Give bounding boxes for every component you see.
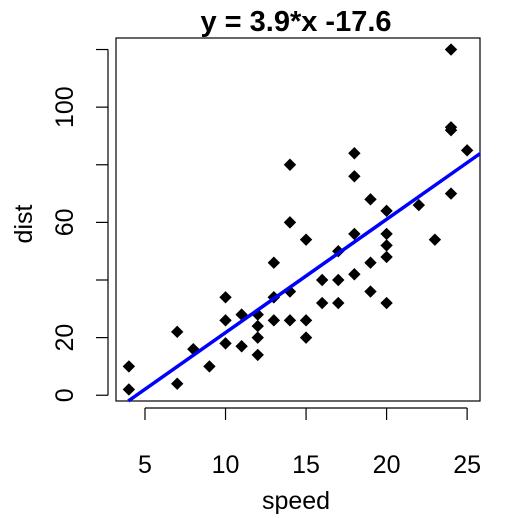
- data-point: [348, 147, 361, 160]
- y-tick-label: 60: [51, 208, 79, 236]
- data-point: [171, 377, 184, 390]
- data-point: [299, 331, 313, 344]
- data-point: [251, 348, 264, 362]
- data-point: [380, 204, 393, 218]
- data-point: [380, 239, 393, 252]
- data-point: [122, 383, 136, 396]
- data-point: [283, 216, 297, 229]
- data-point: [267, 314, 281, 327]
- y-tick-label: 100: [51, 86, 79, 128]
- data-point: [267, 256, 281, 269]
- data-point: [364, 285, 377, 298]
- data-point: [428, 233, 442, 246]
- data-point: [380, 296, 393, 310]
- y-tick-label: 20: [51, 324, 79, 352]
- plot-frame: [115, 37, 481, 402]
- data-point: [315, 273, 329, 287]
- x-tick-label: 10: [212, 451, 240, 479]
- data-point: [332, 296, 345, 310]
- data-point: [348, 268, 361, 281]
- data-point: [444, 187, 458, 200]
- y-tick-label: 0: [51, 388, 79, 402]
- data-point: [412, 198, 425, 212]
- data-point: [299, 233, 313, 246]
- data-point: [299, 314, 313, 327]
- data-point: [315, 296, 329, 310]
- x-tick-label: 20: [373, 451, 401, 479]
- x-tick-label: 5: [138, 451, 152, 479]
- data-point: [171, 325, 184, 339]
- chart-title: y = 3.9*x -17.6: [200, 6, 391, 38]
- data-point: [444, 43, 458, 56]
- data-point: [380, 227, 393, 241]
- data-point: [444, 121, 458, 134]
- data-point: [364, 256, 377, 269]
- y-axis: 0 20 60 100: [51, 48, 109, 402]
- data-point: [364, 193, 377, 206]
- data-point: [122, 360, 136, 373]
- data-point: [235, 340, 248, 353]
- y-axis-title: dist: [10, 204, 38, 243]
- data-point: [348, 170, 361, 183]
- data-point: [283, 158, 297, 171]
- data-point: [203, 360, 216, 373]
- data-point: [251, 319, 264, 333]
- data-point: [219, 291, 232, 304]
- data-point: [460, 144, 474, 157]
- x-axis-title: speed: [262, 487, 330, 515]
- data-point: [332, 273, 345, 287]
- data-point: [348, 227, 361, 241]
- x-axis: 5 10 15 20 25: [138, 407, 481, 479]
- data-point: [219, 314, 232, 327]
- regression-line: [127, 152, 482, 403]
- x-tick-label: 15: [292, 451, 320, 479]
- x-tick-label: 25: [453, 451, 481, 479]
- plot-area: [115, 37, 482, 403]
- data-point: [219, 337, 232, 350]
- data-point: [283, 314, 297, 327]
- data-point: [251, 331, 264, 344]
- data-point: [380, 250, 393, 264]
